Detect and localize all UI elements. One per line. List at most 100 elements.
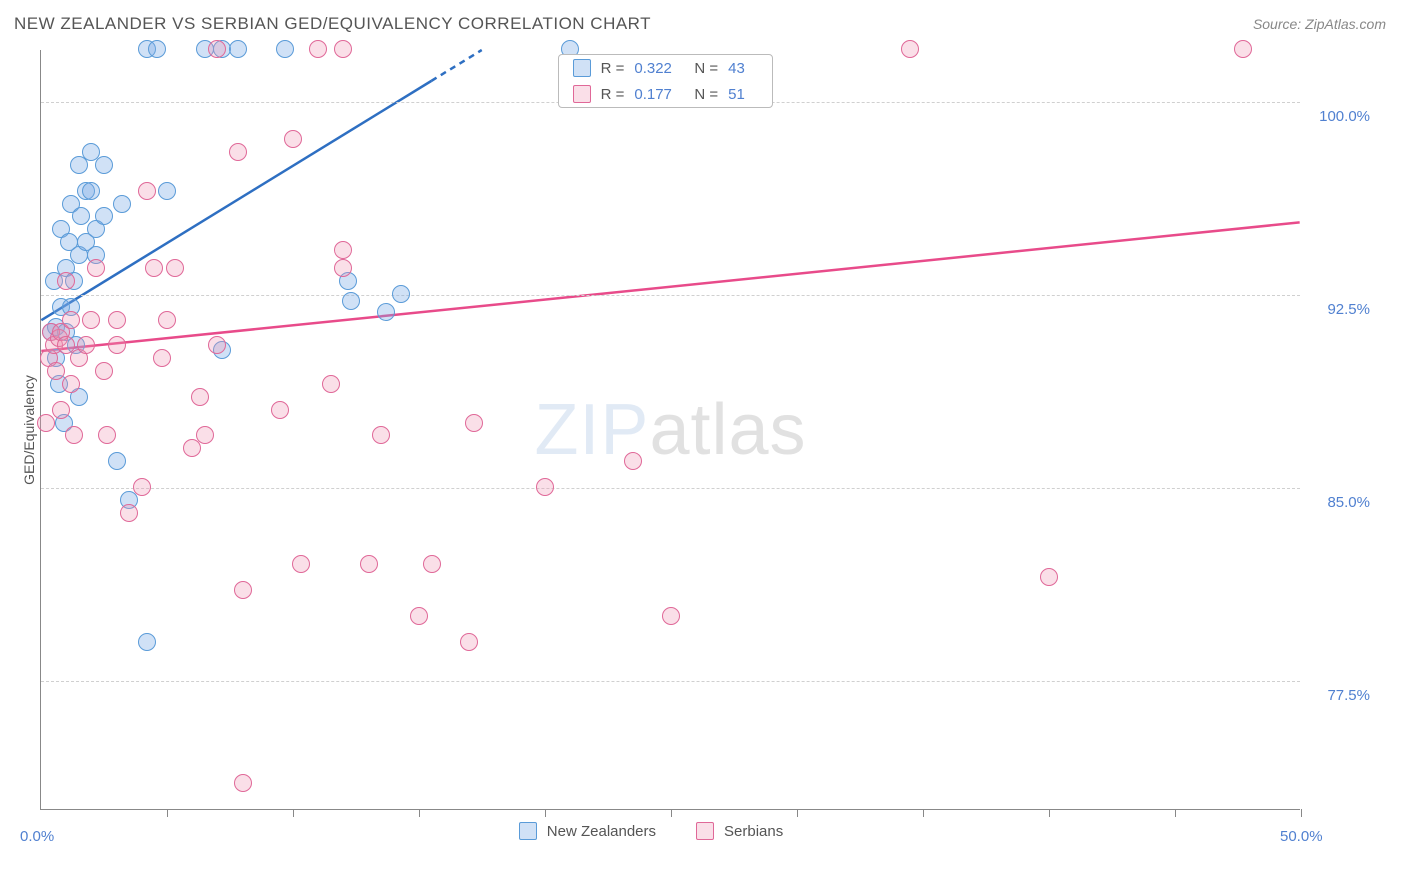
legend-n-value: 51: [728, 86, 758, 103]
series-legend: New Zealanders Serbians: [519, 822, 783, 840]
y-tick-label: 100.0%: [1319, 108, 1370, 125]
scatter-point: [196, 426, 214, 444]
scatter-point: [662, 607, 680, 625]
stats-legend: R = 0.322 N = 43 R = 0.177 N = 51: [558, 54, 774, 108]
scatter-point: [536, 478, 554, 496]
scatter-point: [95, 156, 113, 174]
gridline: [41, 681, 1300, 682]
scatter-point: [87, 259, 105, 277]
scatter-point: [334, 241, 352, 259]
x-tick: [293, 809, 294, 817]
legend-swatch: [696, 822, 714, 840]
scatter-point: [52, 401, 70, 419]
legend-n-value: 43: [728, 60, 758, 77]
scatter-chart: GED/Equivalency ZIPatlas 77.5%85.0%92.5%…: [40, 50, 1300, 810]
x-tick: [797, 809, 798, 817]
legend-r-label: R =: [601, 86, 625, 103]
scatter-point: [342, 292, 360, 310]
scatter-point: [322, 375, 340, 393]
scatter-point: [284, 130, 302, 148]
x-tick: [545, 809, 546, 817]
gridline: [41, 295, 1300, 296]
scatter-point: [208, 336, 226, 354]
scatter-point: [108, 452, 126, 470]
y-tick-label: 77.5%: [1327, 687, 1370, 704]
legend-r-label: R =: [601, 60, 625, 77]
legend-r-value: 0.177: [634, 86, 684, 103]
scatter-point: [229, 143, 247, 161]
legend-n-label: N =: [694, 60, 718, 77]
scatter-point: [410, 607, 428, 625]
scatter-point: [108, 336, 126, 354]
scatter-point: [95, 207, 113, 225]
scatter-point: [191, 388, 209, 406]
scatter-point: [95, 362, 113, 380]
legend-r-value: 0.322: [634, 60, 684, 77]
scatter-point: [120, 504, 138, 522]
stats-legend-row: R = 0.177 N = 51: [559, 81, 773, 107]
scatter-point: [158, 182, 176, 200]
trend-lines: [41, 50, 1300, 809]
scatter-point: [158, 311, 176, 329]
scatter-point: [65, 426, 83, 444]
legend-swatch: [573, 85, 591, 103]
scatter-point: [72, 207, 90, 225]
scatter-point: [372, 426, 390, 444]
scatter-point: [229, 40, 247, 58]
legend-swatch: [519, 822, 537, 840]
scatter-point: [47, 362, 65, 380]
series-legend-item: New Zealanders: [519, 822, 656, 840]
scatter-point: [309, 40, 327, 58]
scatter-point: [276, 40, 294, 58]
source-attribution: Source: ZipAtlas.com: [1253, 16, 1386, 32]
scatter-point: [234, 581, 252, 599]
series-legend-label: Serbians: [724, 823, 783, 840]
legend-n-label: N =: [694, 86, 718, 103]
scatter-point: [234, 774, 252, 792]
chart-header: NEW ZEALANDER VS SERBIAN GED/EQUIVALENCY…: [14, 14, 1386, 34]
scatter-point: [624, 452, 642, 470]
scatter-point: [334, 259, 352, 277]
scatter-point: [148, 40, 166, 58]
chart-title: NEW ZEALANDER VS SERBIAN GED/EQUIVALENCY…: [14, 14, 651, 34]
x-tick-label: 0.0%: [20, 828, 54, 845]
x-tick: [1175, 809, 1176, 817]
x-tick: [1301, 809, 1302, 817]
scatter-point: [334, 40, 352, 58]
scatter-point: [465, 414, 483, 432]
scatter-point: [208, 40, 226, 58]
scatter-point: [377, 303, 395, 321]
scatter-point: [392, 285, 410, 303]
gridline: [41, 488, 1300, 489]
scatter-point: [138, 633, 156, 651]
scatter-point: [166, 259, 184, 277]
scatter-point: [62, 311, 80, 329]
scatter-point: [360, 555, 378, 573]
scatter-point: [57, 272, 75, 290]
watermark: ZIPatlas: [534, 389, 806, 471]
scatter-point: [82, 182, 100, 200]
scatter-point: [153, 349, 171, 367]
scatter-point: [113, 195, 131, 213]
x-tick: [419, 809, 420, 817]
x-tick: [167, 809, 168, 817]
x-tick: [1049, 809, 1050, 817]
scatter-point: [98, 426, 116, 444]
scatter-point: [77, 336, 95, 354]
y-tick-label: 85.0%: [1327, 494, 1370, 511]
scatter-point: [133, 478, 151, 496]
scatter-point: [292, 555, 310, 573]
scatter-point: [138, 182, 156, 200]
stats-legend-row: R = 0.322 N = 43: [559, 55, 773, 81]
scatter-point: [271, 401, 289, 419]
scatter-point: [37, 414, 55, 432]
x-tick-label: 50.0%: [1280, 828, 1323, 845]
legend-swatch: [573, 59, 591, 77]
scatter-point: [145, 259, 163, 277]
y-axis-label: GED/Equivalency: [21, 375, 37, 485]
y-tick-label: 92.5%: [1327, 301, 1370, 318]
series-legend-label: New Zealanders: [547, 823, 656, 840]
scatter-point: [108, 311, 126, 329]
scatter-point: [62, 375, 80, 393]
scatter-point: [423, 555, 441, 573]
